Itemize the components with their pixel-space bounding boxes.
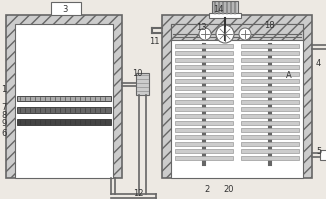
Bar bbox=[175, 100, 233, 104]
Text: 18: 18 bbox=[264, 20, 274, 29]
Bar bbox=[241, 86, 299, 90]
Bar bbox=[241, 142, 299, 146]
Bar bbox=[241, 93, 299, 97]
Bar bbox=[175, 86, 233, 90]
Bar bbox=[175, 79, 233, 83]
Bar bbox=[241, 51, 299, 55]
Text: 6: 6 bbox=[1, 129, 7, 138]
Text: 10: 10 bbox=[132, 68, 142, 77]
Bar bbox=[175, 114, 233, 118]
Bar bbox=[175, 121, 233, 125]
Bar bbox=[241, 65, 299, 69]
Bar bbox=[175, 156, 233, 160]
Bar bbox=[320, 150, 326, 160]
Bar bbox=[175, 72, 233, 76]
Text: 7: 7 bbox=[1, 102, 7, 111]
Text: 14: 14 bbox=[213, 6, 223, 15]
Bar bbox=[15, 24, 113, 178]
Bar bbox=[222, 2, 224, 14]
Bar bbox=[6, 15, 122, 178]
Text: 1: 1 bbox=[1, 86, 6, 95]
Circle shape bbox=[239, 28, 251, 40]
Bar bbox=[175, 51, 233, 55]
Text: 4: 4 bbox=[316, 59, 321, 67]
Bar bbox=[241, 72, 299, 76]
Bar bbox=[136, 73, 149, 95]
Bar bbox=[241, 58, 299, 62]
Bar bbox=[226, 2, 228, 14]
Bar bbox=[51, 2, 81, 15]
Text: 13: 13 bbox=[196, 22, 207, 31]
Text: 9: 9 bbox=[1, 118, 6, 128]
Text: 5: 5 bbox=[316, 147, 321, 156]
Text: 20: 20 bbox=[223, 185, 233, 194]
Bar bbox=[241, 79, 299, 83]
Bar bbox=[175, 128, 233, 132]
Bar bbox=[175, 65, 233, 69]
Text: A: A bbox=[286, 70, 292, 79]
Bar bbox=[175, 107, 233, 111]
Bar bbox=[17, 96, 111, 101]
Bar bbox=[175, 93, 233, 97]
Text: 12: 12 bbox=[133, 188, 143, 197]
Bar bbox=[175, 135, 233, 139]
Bar bbox=[241, 156, 299, 160]
Bar bbox=[241, 107, 299, 111]
Circle shape bbox=[216, 25, 234, 43]
Bar bbox=[234, 2, 236, 14]
Bar bbox=[241, 121, 299, 125]
Bar bbox=[162, 15, 312, 178]
Text: 2: 2 bbox=[204, 185, 210, 194]
Bar bbox=[214, 2, 216, 14]
Bar bbox=[175, 44, 233, 48]
Bar bbox=[241, 114, 299, 118]
Bar bbox=[175, 149, 233, 153]
Bar bbox=[241, 135, 299, 139]
Bar bbox=[17, 107, 111, 113]
Bar bbox=[171, 24, 303, 40]
Text: 3: 3 bbox=[62, 6, 68, 15]
Bar bbox=[241, 44, 299, 48]
Bar bbox=[212, 1, 238, 15]
Bar bbox=[175, 142, 233, 146]
Bar bbox=[218, 2, 220, 14]
Bar bbox=[241, 149, 299, 153]
Bar bbox=[17, 119, 111, 125]
Text: 11: 11 bbox=[150, 37, 160, 47]
Bar bbox=[241, 128, 299, 132]
Text: 8: 8 bbox=[1, 110, 7, 120]
Circle shape bbox=[199, 28, 211, 40]
Bar bbox=[209, 13, 241, 18]
Bar bbox=[241, 100, 299, 104]
Bar bbox=[175, 58, 233, 62]
Bar bbox=[230, 2, 232, 14]
Bar bbox=[171, 24, 303, 178]
